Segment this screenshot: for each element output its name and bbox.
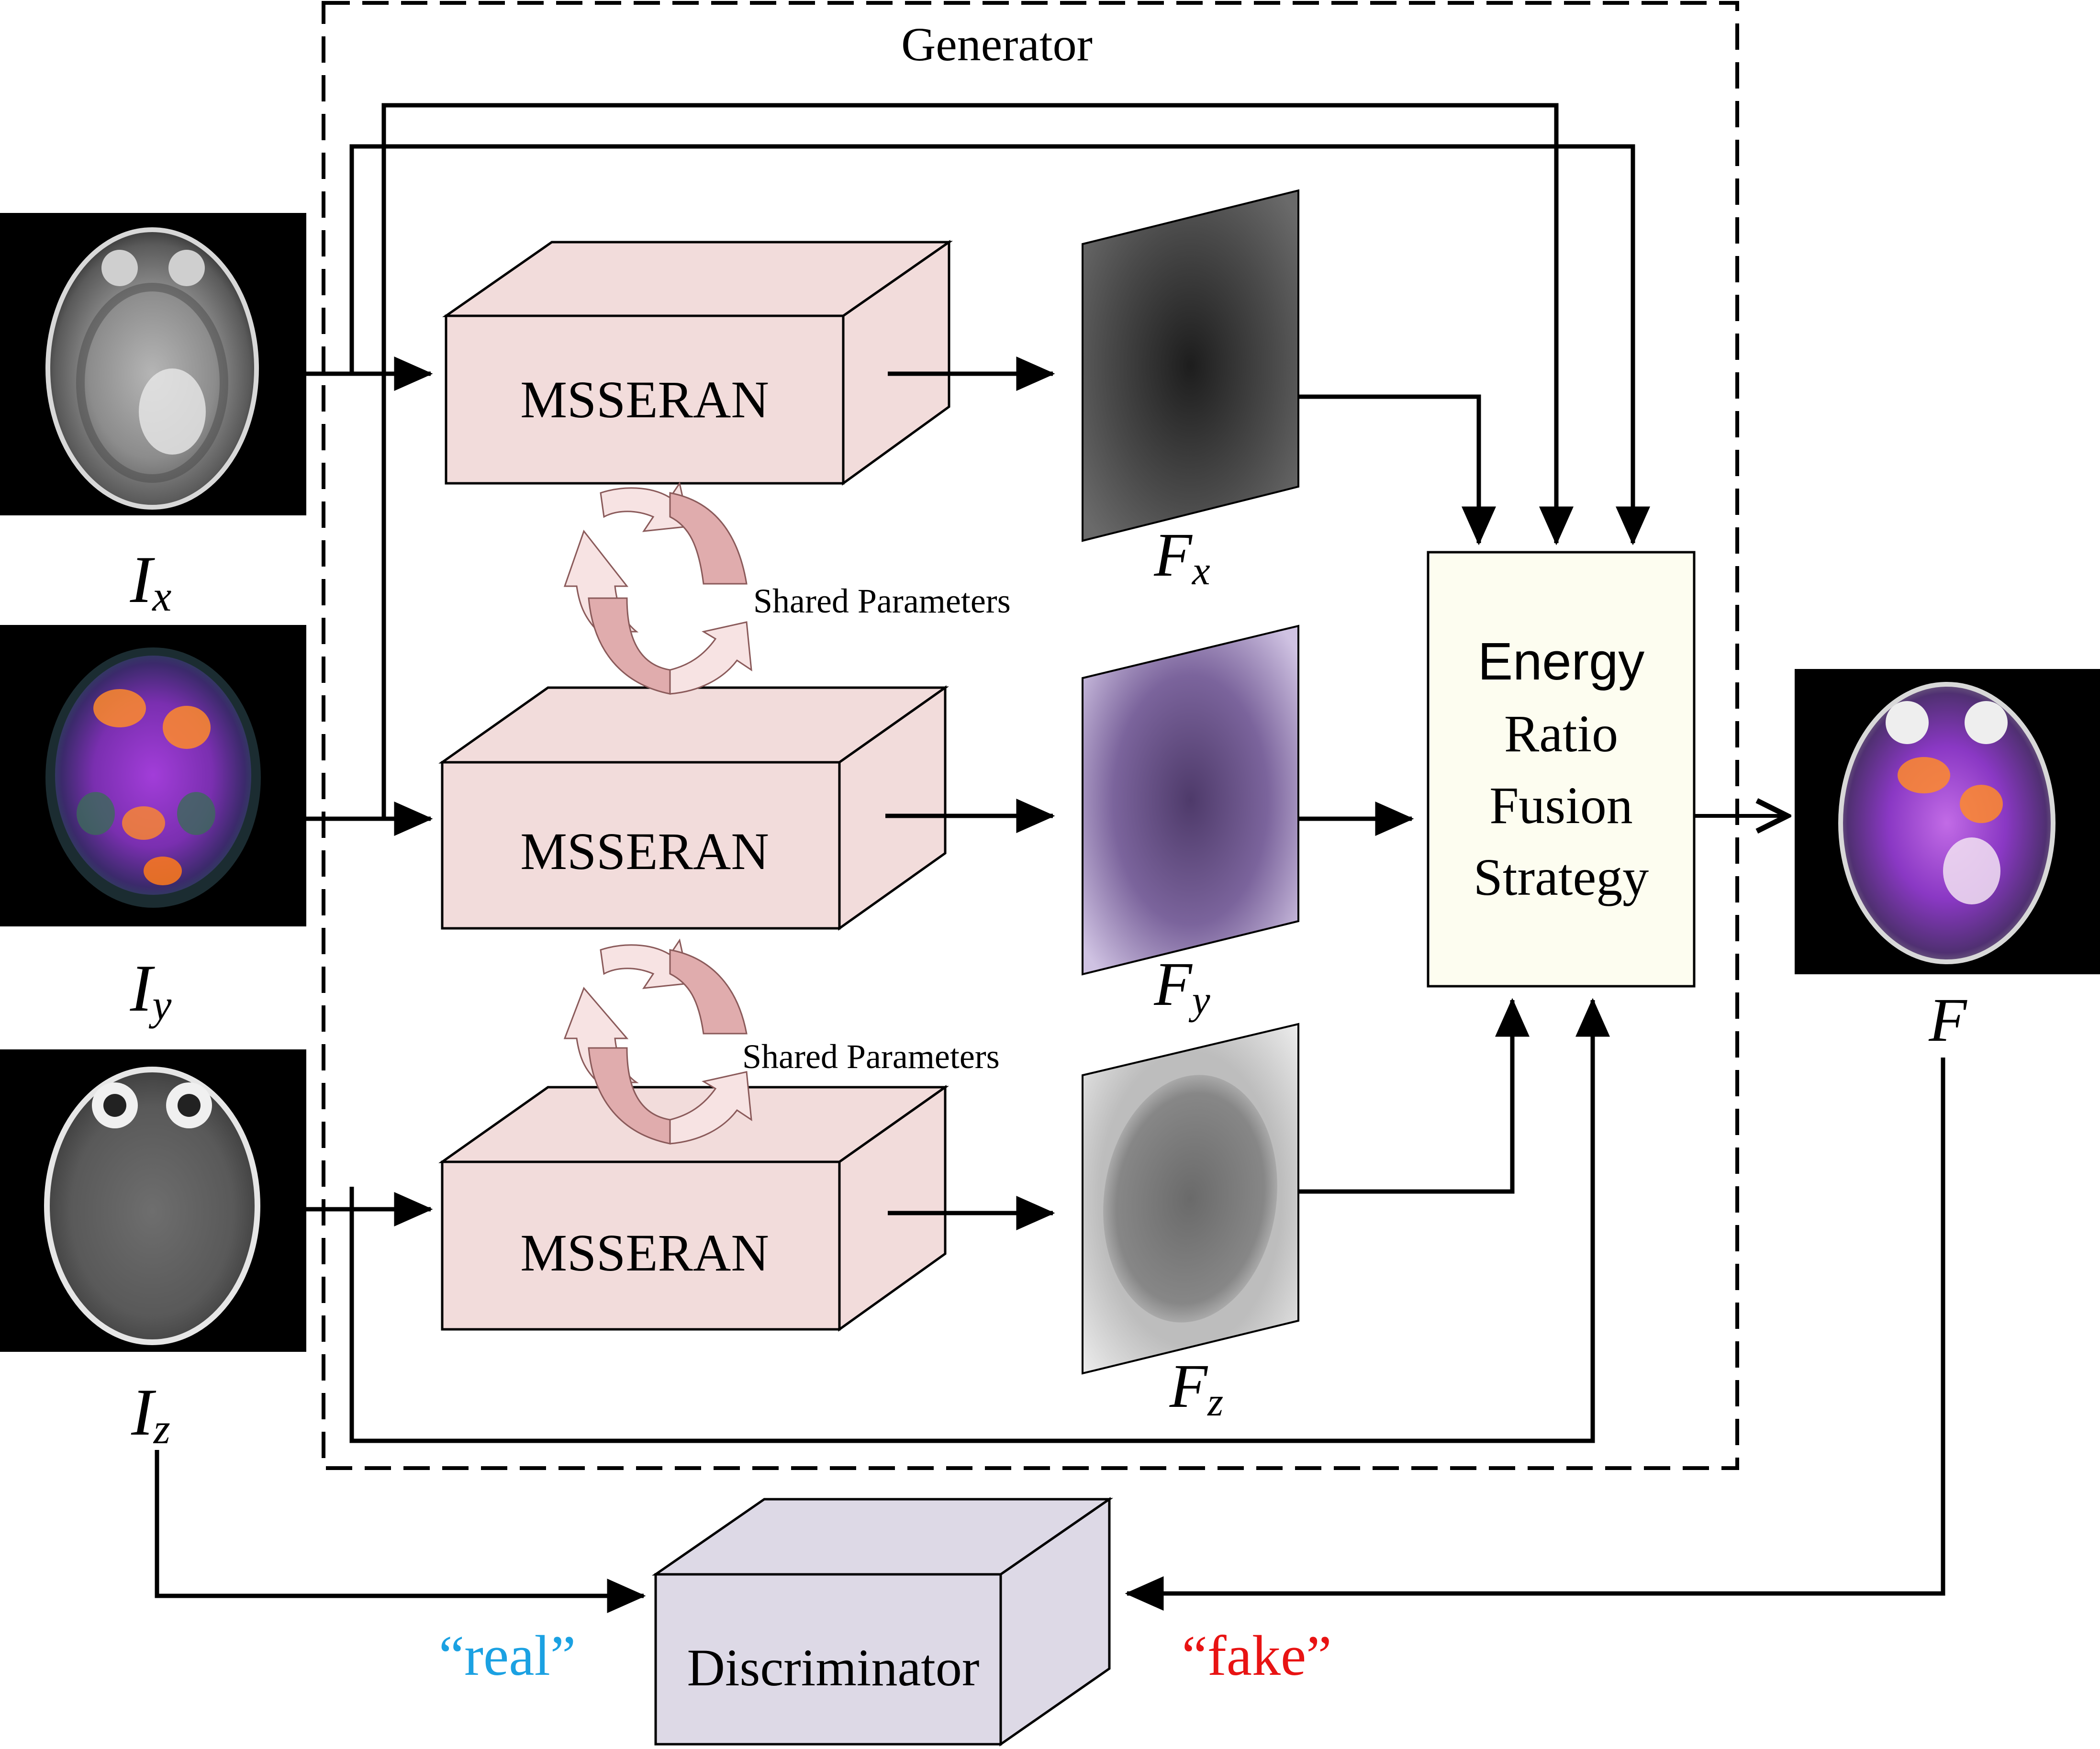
arrow-iz-to-discriminator <box>155 1450 646 1613</box>
label-fz: Fz <box>1169 1352 1224 1425</box>
fusion-line-3: Fusion <box>1489 776 1633 835</box>
generator-title: Generator <box>901 18 1093 71</box>
label-ix: Ix <box>130 543 172 620</box>
msseran-label-1: MSSERAN <box>520 370 769 429</box>
feature-map-fx <box>1082 189 1299 542</box>
skip-ix-to-fusion <box>349 144 1650 546</box>
discriminator-label: Discriminator <box>687 1638 980 1697</box>
discriminator-block: Discriminator <box>651 1497 1114 1747</box>
fusion-line-2: Ratio <box>1504 704 1618 763</box>
label-fx: Fx <box>1153 521 1210 593</box>
msseran-block-1: MSSERAN <box>442 240 953 486</box>
real-label: “real” <box>439 1624 576 1687</box>
feature-map-fz <box>1082 1023 1299 1375</box>
fake-label: “fake” <box>1182 1624 1331 1687</box>
label-iz: Iz <box>131 1375 170 1453</box>
arrow-fx-to-fusion <box>1298 394 1496 546</box>
msseran-label-3: MSSERAN <box>520 1224 769 1282</box>
skip-iz-to-fusion <box>349 998 1610 1443</box>
shared-parameters-label-1: Shared Parameters <box>753 582 1011 620</box>
generator-boundary <box>322 1 1739 1470</box>
fusion-strategy-box <box>1427 551 1696 988</box>
fusion-line-1: Energy <box>1478 632 1645 691</box>
msseran-label-2: MSSERAN <box>520 822 769 880</box>
input-image-ix <box>0 213 306 515</box>
label-output-f: F <box>1928 986 1967 1055</box>
feature-map-fy <box>1082 624 1299 976</box>
shared-parameters-icon-1 <box>563 481 752 695</box>
shared-parameters-icon-2 <box>563 938 752 1145</box>
input-image-iz <box>0 1049 306 1352</box>
label-iy: Iy <box>130 951 172 1029</box>
arrow-f-to-discriminator <box>1125 1058 1945 1611</box>
label-fy: Fy <box>1153 950 1210 1023</box>
shared-parameters-label-2: Shared Parameters <box>742 1037 1000 1076</box>
output-fused-image <box>1795 669 2100 974</box>
msseran-block-2: MSSERAN <box>438 685 949 931</box>
skip-iy-to-fusion <box>381 103 1574 819</box>
arrow-fz-to-fusion <box>1298 998 1530 1194</box>
input-image-iy <box>0 625 306 926</box>
fusion-line-4: Strategy <box>1474 848 1649 906</box>
